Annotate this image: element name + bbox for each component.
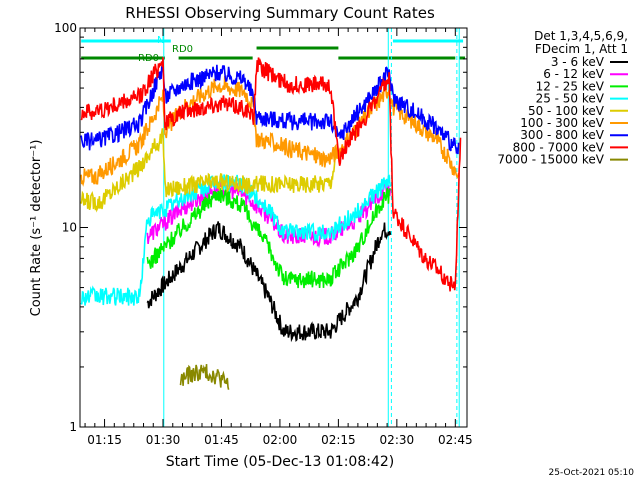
y-tick-label: 1 <box>69 420 77 434</box>
series-line-3-0 <box>80 174 392 306</box>
x-tick-label: 02:30 <box>380 433 415 447</box>
x-tick-label: 02:00 <box>263 433 298 447</box>
series-line-8-0 <box>179 364 230 390</box>
x-tick-label: 01:30 <box>146 433 181 447</box>
legend-label-5: 100 - 300 keV <box>520 116 604 130</box>
legend-header-line-2: FDecim 1, Att 1 <box>535 42 628 56</box>
chart-title: RHESSI Observing Summary Count Rates <box>125 4 435 22</box>
legend-label-4: 50 - 100 keV <box>528 104 605 118</box>
series-12-25-keV-keV <box>146 187 392 289</box>
series-line-2-0 <box>146 187 392 289</box>
legend-header-line-1: Det 1,3,4,5,6,9, <box>534 29 628 43</box>
legend-label-8: 7000 - 15000 keV <box>497 153 604 167</box>
series-7000-15000-keV-keV <box>179 364 230 390</box>
series-300-800-keV-keV <box>80 62 460 155</box>
series-line-0-0 <box>146 221 392 343</box>
generated-timestamp: 25-Oct-2021 05:10 <box>549 468 635 478</box>
series-25-50-keV-keV <box>80 174 392 306</box>
series-line-6-0 <box>80 62 460 155</box>
legend-label-6: 300 - 800 keV <box>520 128 604 142</box>
series-6-12-keV-keV <box>146 178 392 249</box>
series-50-100-keV-keV <box>80 128 339 213</box>
series-line-4-0 <box>80 128 339 213</box>
series-line-1-0 <box>146 178 392 249</box>
annotation-rd0-right: RD0 <box>172 44 193 55</box>
x-tick-label: 01:45 <box>204 433 239 447</box>
legend-label-0: 3 - 6 keV <box>551 55 605 69</box>
y-axis-label: Count Rate (s⁻¹ detector⁻¹) <box>29 140 44 317</box>
legend-label-2: 12 - 25 keV <box>536 79 605 93</box>
legend-label-1: 6 - 12 keV <box>543 67 605 81</box>
annotation-n: N <box>157 35 164 46</box>
series-layer <box>80 57 462 390</box>
legend-label-7: 800 - 7000 keV <box>513 140 605 154</box>
y-tick-label: 100 <box>54 21 77 35</box>
x-tick-label: 02:15 <box>321 433 356 447</box>
series-3-6-keV-keV <box>146 221 392 343</box>
x-tick-label: 02:45 <box>438 433 473 447</box>
x-axis-label: Start Time (05-Dec-13 01:08:42) <box>166 454 394 470</box>
legend-label-3: 25 - 50 keV <box>536 92 605 106</box>
annotation-rd0-left: RD0 <box>138 53 159 64</box>
series-line-7-0 <box>80 57 462 292</box>
decor-layer <box>81 28 466 427</box>
x-tick-label: 01:15 <box>87 433 122 447</box>
y-tick-label: 10 <box>62 221 77 235</box>
series-800-7000-keV-keV <box>80 57 462 292</box>
